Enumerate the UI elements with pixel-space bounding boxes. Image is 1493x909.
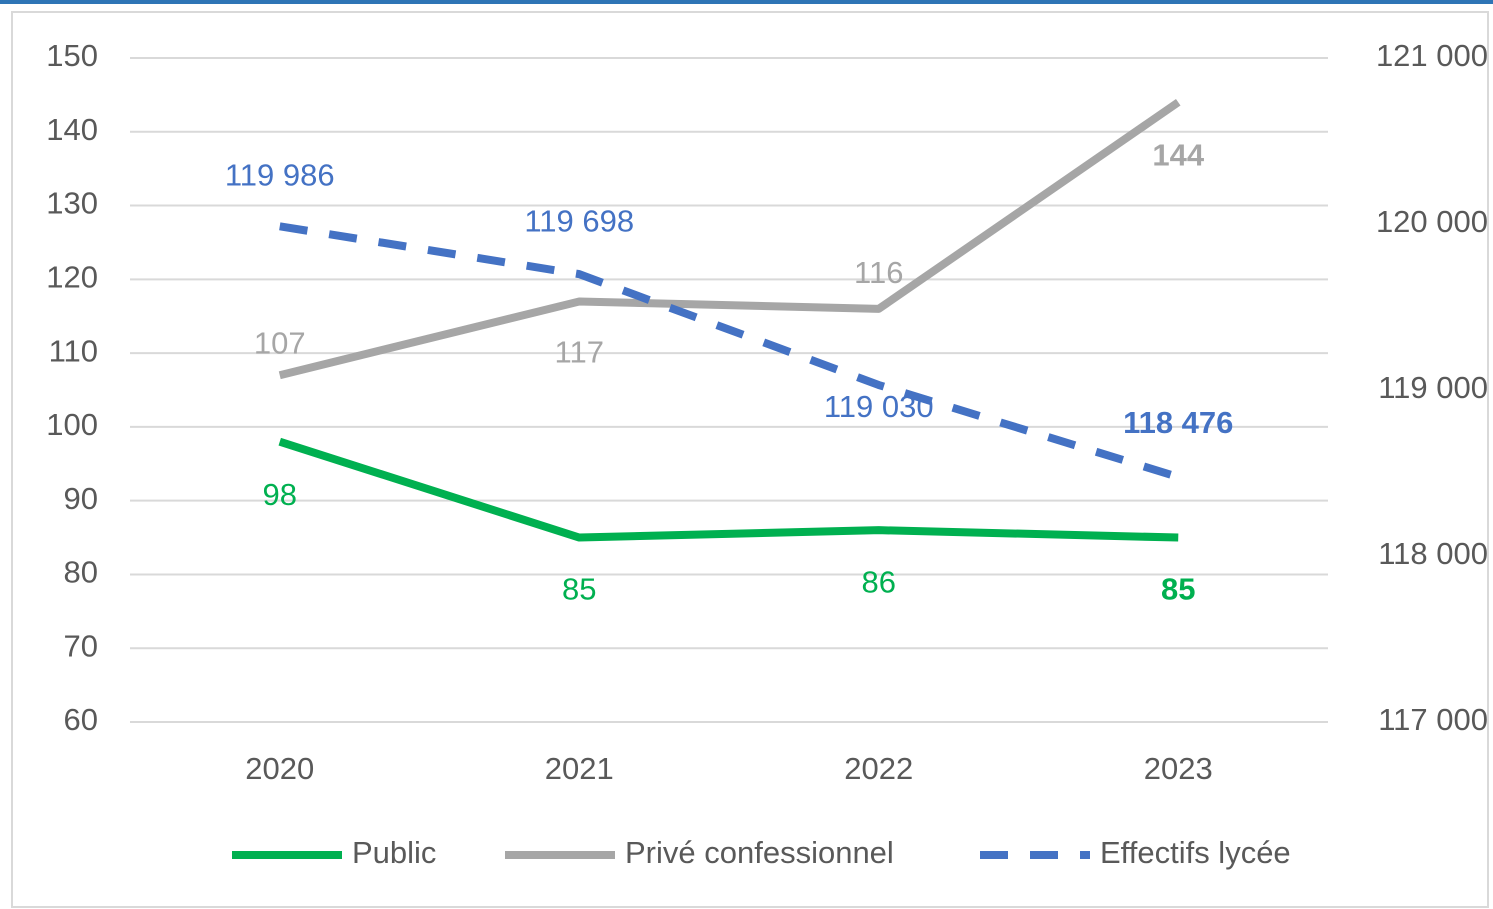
y2-tick-label: 117 000 [1378, 702, 1488, 737]
legend-label: Effectifs lycée [1100, 835, 1291, 870]
data-label: 98 [263, 477, 297, 512]
data-label: 119 986 [225, 158, 335, 193]
y-tick-label: 60 [64, 702, 98, 737]
y-tick-label: 150 [46, 38, 98, 73]
y-tick-label: 110 [49, 333, 98, 368]
data-label: 144 [1152, 137, 1204, 172]
top-border [0, 0, 1493, 4]
series-line [278, 437, 1179, 542]
x-tick-label: 2021 [545, 751, 614, 786]
legend-label: Privé confessionnel [625, 835, 894, 870]
series-line [279, 222, 1180, 481]
data-label: 119 030 [824, 389, 934, 424]
data-label: 119 698 [524, 203, 634, 238]
y-tick-label: 80 [64, 555, 98, 590]
y-tick-label: 70 [64, 628, 98, 663]
x-tick-label: 2022 [844, 751, 913, 786]
y2-tick-label: 121 000 [1376, 38, 1488, 73]
data-label: 107 [254, 325, 306, 360]
y2-tick-label: 120 000 [1376, 204, 1488, 239]
data-label: 117 [555, 335, 604, 370]
y-tick-label: 100 [46, 407, 98, 442]
y-tick-label: 120 [46, 260, 98, 295]
y2-tick-label: 119 000 [1378, 370, 1488, 405]
chart-frame [11, 11, 1489, 908]
data-label: 86 [862, 564, 896, 599]
data-label: 85 [562, 572, 596, 607]
series-line [278, 98, 1181, 380]
data-label: 118 476 [1123, 405, 1233, 440]
x-tick-label: 2023 [1144, 751, 1213, 786]
y-tick-label: 140 [46, 112, 98, 147]
legend-label: Public [352, 835, 436, 870]
y2-tick-label: 118 000 [1378, 536, 1488, 571]
y-tick-label: 90 [64, 481, 98, 516]
y-tick-label: 130 [46, 186, 98, 221]
data-label: 85 [1161, 572, 1195, 607]
data-label: 116 [854, 255, 903, 290]
x-tick-label: 2020 [245, 751, 314, 786]
